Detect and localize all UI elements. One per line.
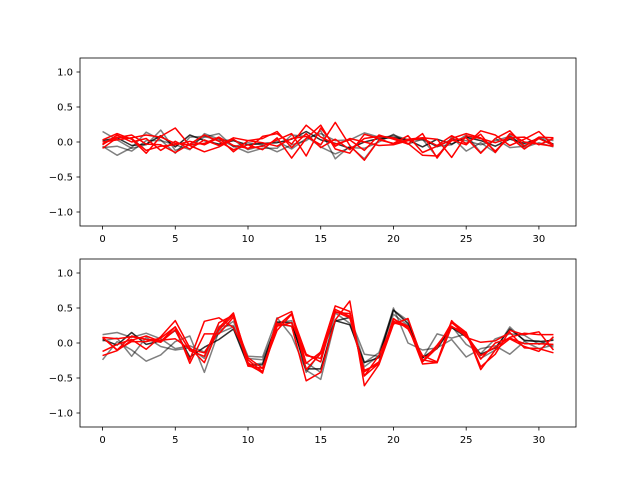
y-tick-label: 0.5	[57, 304, 73, 315]
series-line-4	[102, 305, 555, 377]
x-tick-label: 30	[533, 234, 546, 245]
y-tick-label: 0.5	[57, 103, 73, 114]
y-tick-label: 0.0	[57, 138, 73, 149]
x-tick-label: 5	[172, 435, 178, 446]
y-tick-label: −0.5	[49, 173, 73, 184]
x-tick-label: 20	[387, 234, 400, 245]
series-line-7	[102, 127, 554, 157]
x-tick-label: 15	[314, 234, 327, 245]
series-line-6	[102, 300, 554, 387]
y-tick-label: −1.0	[49, 409, 73, 420]
x-tick-label: 15	[314, 435, 327, 446]
x-tick-label: 20	[387, 435, 400, 446]
x-tick-label: 0	[99, 234, 105, 245]
series-group	[101, 300, 555, 387]
y-tick-label: 0.0	[57, 339, 73, 350]
series-group	[102, 121, 554, 161]
x-tick-label: 0	[99, 435, 105, 446]
x-tick-label: 30	[533, 435, 546, 446]
series-line-4	[102, 124, 554, 159]
series-line-8	[102, 130, 554, 157]
y-tick-label: 1.0	[57, 68, 73, 79]
y-tick-label: 1.0	[57, 269, 73, 280]
x-tick-label: 5	[172, 234, 178, 245]
x-tick-label: 10	[242, 234, 255, 245]
top-subplot: 0 5 10 15 20 25 30 −1.0 −0.5 0.0 0.5 1.0	[49, 57, 577, 245]
x-tick-label: 10	[242, 435, 255, 446]
x-tick-label: 25	[460, 435, 473, 446]
bottom-subplot: 0 5 10 15 20 25 30 −1.0 −0.5 0.0 0.5 1.0	[49, 258, 577, 446]
x-tick-label: 25	[460, 234, 473, 245]
y-tick-label: −1.0	[49, 208, 73, 219]
y-tick-label: −0.5	[49, 374, 73, 385]
series-line-8	[102, 311, 554, 377]
